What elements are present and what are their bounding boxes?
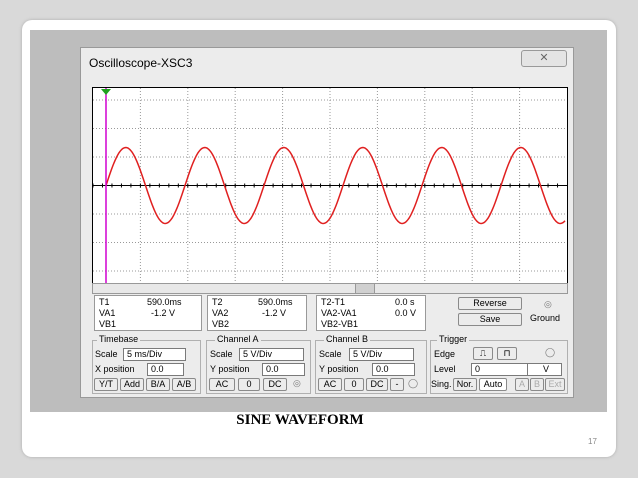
- scope-screen: [92, 87, 568, 284]
- label: Scale: [95, 349, 118, 359]
- radio[interactable]: ◯: [545, 347, 556, 357]
- mode-button[interactable]: A/B: [172, 378, 196, 391]
- trigger-group: Trigger Edge ⎍ ⊓ ◯ Level 0 V Sing. Nor. …: [430, 334, 568, 394]
- ypos-field[interactable]: 0.0: [262, 363, 305, 376]
- label: Y position: [319, 364, 359, 374]
- timebase-group: Timebase Scale 5 ms/Div X position 0.0 Y…: [92, 334, 201, 394]
- t2-readout: T2 590.0ms VA2 -1.2 V VB2: [207, 295, 307, 331]
- scale-field[interactable]: 5 V/Div: [239, 348, 304, 361]
- group-title: Channel B: [324, 334, 371, 344]
- label: Scale: [319, 349, 342, 359]
- close-button[interactable]: ✕: [521, 50, 567, 67]
- value: -1.2 V: [262, 308, 287, 318]
- diff-readout: T2-T1 0.0 s VA2-VA1 0.0 V VB2-VB1: [316, 295, 426, 331]
- label: Y position: [210, 364, 250, 374]
- scale-field[interactable]: 5 ms/Div: [123, 348, 186, 361]
- caption: SINE WAVEFORM: [236, 412, 364, 428]
- xpos-field[interactable]: 0.0: [147, 363, 184, 376]
- mode-button[interactable]: B/A: [146, 378, 170, 391]
- scrollbar[interactable]: [92, 283, 568, 294]
- ground-label: Ground: [530, 313, 561, 323]
- level-field[interactable]: 0: [471, 363, 528, 376]
- ypos-field[interactable]: 0.0: [372, 363, 415, 376]
- value: 0.0 V: [395, 308, 417, 318]
- mode-button[interactable]: Sing.: [431, 379, 452, 389]
- group-title: Trigger: [437, 334, 470, 344]
- mode-button[interactable]: Y/T: [94, 378, 118, 391]
- label: Scale: [210, 349, 233, 359]
- group-title: Timebase: [97, 334, 141, 344]
- source-button[interactable]: A: [515, 378, 529, 391]
- reverse-button[interactable]: Reverse: [458, 297, 522, 310]
- label: Level: [434, 364, 456, 374]
- coupling-button[interactable]: DC: [263, 378, 287, 391]
- waveform: [105, 146, 566, 225]
- value: 590.0ms: [147, 297, 182, 307]
- coupling-button[interactable]: 0: [344, 378, 364, 391]
- source-button[interactable]: Ext: [545, 378, 565, 391]
- label: VB2-VB1: [321, 319, 359, 329]
- group-title: Channel A: [215, 334, 261, 344]
- label: T2: [212, 297, 223, 307]
- cursor-handle: [101, 89, 111, 95]
- coupling-button[interactable]: DC: [366, 378, 388, 391]
- t1-readout: T1 590.0ms VA1 -1.2 V VB1: [94, 295, 202, 331]
- label: Edge: [434, 349, 456, 359]
- coupling-button[interactable]: -: [390, 378, 404, 391]
- source-button[interactable]: B: [530, 378, 544, 391]
- falling-edge-button[interactable]: ⊓: [497, 347, 517, 360]
- value: -1.2 V: [151, 308, 176, 318]
- label: VA2-VA1: [321, 308, 357, 318]
- scroll-thumb[interactable]: [355, 284, 375, 293]
- page-number: 17: [588, 437, 597, 446]
- rising-edge-button[interactable]: ⎍: [473, 347, 493, 360]
- mode-button[interactable]: Nor.: [453, 378, 477, 391]
- scale-field[interactable]: 5 V/Div: [349, 348, 414, 361]
- label: T1: [99, 297, 110, 307]
- label: VA2: [212, 308, 229, 318]
- coupling-button[interactable]: 0: [238, 378, 260, 391]
- label: VB2: [212, 319, 230, 329]
- radio[interactable]: ◯: [408, 378, 419, 388]
- mode-button[interactable]: Auto: [479, 378, 507, 391]
- save-button[interactable]: Save: [458, 313, 522, 326]
- scope-grid: [92, 88, 567, 283]
- mode-button[interactable]: Add: [120, 378, 144, 391]
- label: T2-T1: [321, 297, 346, 307]
- channel-a-group: Channel A Scale 5 V/Div Y position 0.0 A…: [206, 334, 311, 394]
- value: 0.0 s: [395, 297, 415, 307]
- label: VA1: [99, 308, 116, 318]
- coupling-button[interactable]: AC: [209, 378, 235, 391]
- label: X position: [95, 364, 135, 374]
- window-title: Oscilloscope-XSC3: [89, 56, 193, 70]
- channel-b-group: Channel B Scale 5 V/Div Y position 0.0 A…: [315, 334, 427, 394]
- value: 590.0ms: [258, 297, 293, 307]
- unit-field[interactable]: V: [527, 363, 562, 376]
- ground-radio[interactable]: ◎: [544, 299, 552, 309]
- label: VB1: [99, 319, 117, 329]
- coupling-button[interactable]: AC: [318, 378, 342, 391]
- radio[interactable]: ◎: [293, 378, 301, 388]
